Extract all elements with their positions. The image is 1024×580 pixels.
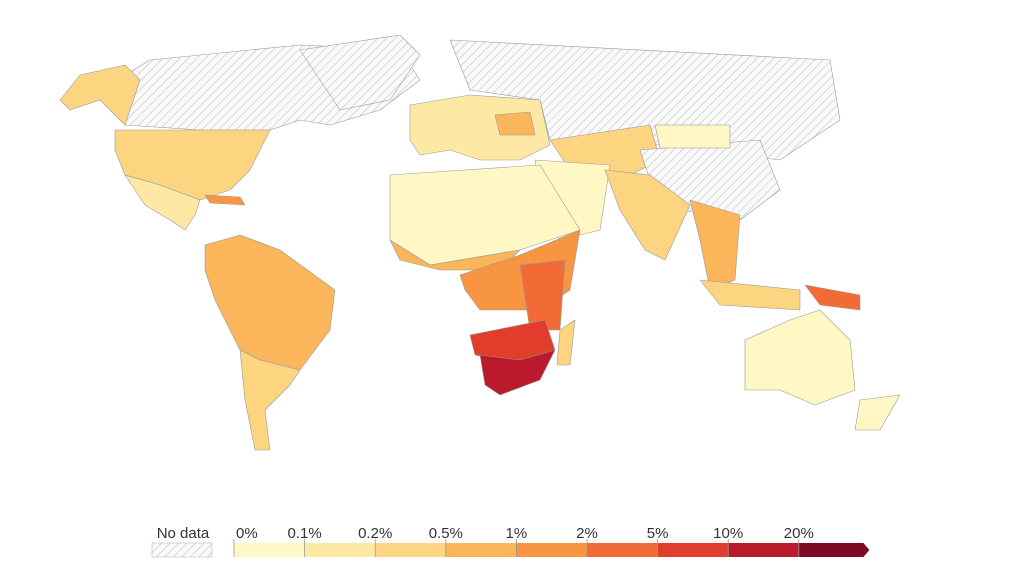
south-africa — [479, 349, 556, 396]
legend-label: 1% — [506, 525, 528, 542]
greenland — [299, 34, 421, 111]
india — [604, 169, 691, 261]
south-america-north — [204, 234, 336, 371]
new-zealand — [854, 394, 901, 431]
legend-label: 0.2% — [358, 525, 392, 542]
legend-swatch — [516, 543, 587, 557]
australia — [744, 309, 856, 406]
legend-label: 0.5% — [429, 525, 463, 542]
madagascar — [556, 319, 576, 366]
legend-swatch — [798, 543, 870, 557]
legend-swatch — [445, 543, 517, 557]
legend-label: 2% — [576, 525, 598, 542]
europe — [409, 94, 551, 161]
central-america — [124, 174, 201, 231]
legend-swatch — [304, 543, 376, 557]
southeast-asia — [689, 199, 741, 291]
mongolia — [654, 124, 731, 149]
legend-swatch — [728, 543, 799, 557]
south-america-south — [239, 349, 301, 451]
legend-label: 0% — [236, 525, 258, 542]
indonesia — [699, 279, 801, 311]
legend-swatch — [587, 543, 658, 557]
legend-swatch — [657, 543, 729, 557]
no-data-label: No data — [157, 525, 210, 542]
legend-label: 10% — [713, 525, 743, 542]
legend-label: 0.1% — [287, 525, 321, 542]
ukraine — [494, 111, 536, 136]
legend-swatch — [375, 543, 446, 557]
legend-label: 5% — [647, 525, 669, 542]
alaska — [59, 64, 141, 126]
legend-swatch — [234, 543, 305, 557]
caribbean — [204, 194, 246, 206]
east-africa — [519, 259, 566, 331]
papua-new-guinea — [804, 284, 861, 311]
legend-label: 20% — [784, 525, 814, 542]
world-map — [59, 34, 901, 451]
no-data-swatch — [151, 542, 213, 558]
legend: No data 0% 0.1% 0.2% 0.5% 1% 2% 5% 10% 20% — [151, 525, 870, 558]
